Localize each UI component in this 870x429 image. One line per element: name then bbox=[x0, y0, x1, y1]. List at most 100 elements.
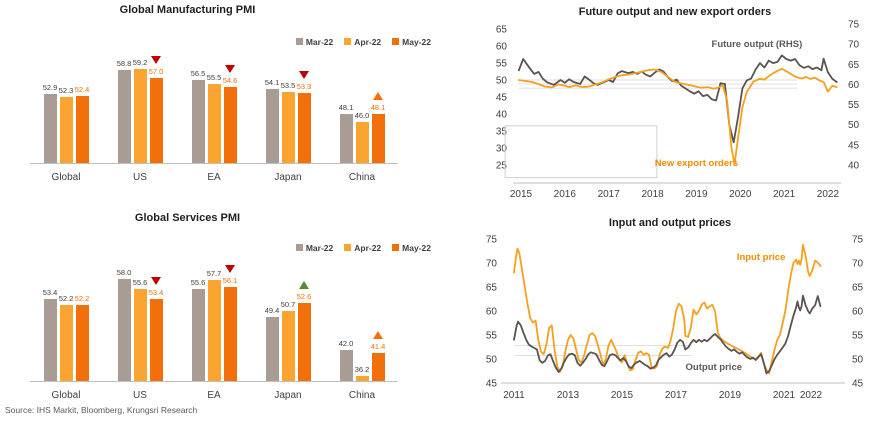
x-axis-tick-label: 2022 bbox=[800, 390, 823, 401]
left-axis-tick-label: 65 bbox=[496, 25, 508, 36]
global-manufacturing-pmi-chart: Global Manufacturing PMI Mar-22 Apr-22 May… bbox=[0, 0, 435, 200]
legend-swatch-icon bbox=[344, 244, 352, 251]
bar-us-may-22 bbox=[149, 77, 163, 163]
bar-value-label: 52.3 bbox=[58, 85, 74, 95]
bar-value-label: 52.2 bbox=[74, 293, 90, 303]
series-annotation: Output price bbox=[686, 362, 742, 373]
right-axis-tick-label: 55 bbox=[852, 331, 864, 342]
category-label: EA bbox=[207, 390, 221, 401]
left-axis-tick-label: 45 bbox=[486, 379, 498, 390]
category-label: Japan bbox=[274, 172, 302, 183]
x-axis-tick-label: 2021 bbox=[773, 390, 796, 401]
bar-value-label: 53.4 bbox=[148, 288, 164, 298]
bar-value-label: 58.0 bbox=[116, 267, 132, 277]
future-output-chart: Future output and new export orders 65 60 5… bbox=[496, 6, 860, 200]
right-axis-tick-label: 40 bbox=[848, 161, 860, 172]
right-axis-tick-label: 75 bbox=[852, 235, 864, 246]
bar-japan-mar-22 bbox=[265, 316, 279, 381]
category-label: EA bbox=[207, 172, 221, 183]
legend-label: Mar-22 bbox=[305, 243, 334, 253]
bar-value-label: 52.4 bbox=[74, 85, 90, 95]
bar-value-label: 53.3 bbox=[296, 81, 312, 91]
x-axis-tick-label: 2021 bbox=[773, 189, 796, 200]
bar-value-label: 53.5 bbox=[280, 80, 296, 90]
legend-item: Apr-22 bbox=[344, 37, 381, 47]
bar-value-label: 55.5 bbox=[206, 72, 222, 82]
x-axis-tick-label: 2022 bbox=[817, 189, 840, 200]
left-axis-tick-label: 55 bbox=[486, 331, 498, 342]
right-axis-tick-label: 60 bbox=[852, 307, 864, 318]
bar-ea-apr-22 bbox=[207, 280, 221, 381]
bar-value-label: 50.7 bbox=[280, 300, 296, 310]
series-annotation: New export orders bbox=[655, 158, 738, 169]
bar-value-label: 42.0 bbox=[338, 338, 354, 348]
chart-legend: Mar-22 Apr-22 May-22 bbox=[295, 37, 431, 47]
series-annotation: Future output (RHS) bbox=[712, 39, 803, 50]
series-line-new-export-orders bbox=[517, 67, 838, 166]
x-axis-tick-label: 2020 bbox=[729, 189, 752, 200]
legend-swatch-icon bbox=[392, 244, 400, 251]
category-label: Global bbox=[51, 172, 81, 183]
bar-japan-apr-22 bbox=[281, 311, 295, 381]
bar-value-label: 53.4 bbox=[42, 288, 58, 298]
right-axis-tick-label: 70 bbox=[852, 259, 864, 270]
x-axis-tick-label: 2016 bbox=[554, 189, 577, 200]
bar-value-label: 41.4 bbox=[370, 341, 386, 351]
bar-value-label: 52.9 bbox=[42, 83, 58, 93]
bar-us-apr-22 bbox=[133, 68, 147, 163]
right-axis-tick-label: 45 bbox=[848, 140, 860, 151]
left-axis-tick-label: 50 bbox=[486, 355, 498, 366]
bar-ea-may-22 bbox=[223, 287, 237, 381]
bar-value-label: 52.2 bbox=[58, 293, 74, 303]
bar-value-label: 57.0 bbox=[148, 66, 164, 76]
bar-japan-may-22 bbox=[297, 302, 311, 381]
category-label: China bbox=[348, 172, 376, 183]
legend-label: May-22 bbox=[402, 37, 431, 47]
chart-title: Global Manufacturing PMI bbox=[119, 4, 256, 16]
legend-label: May-22 bbox=[402, 243, 431, 253]
decrease-triangle-icon bbox=[150, 277, 161, 286]
bar-value-label: 48.1 bbox=[370, 102, 386, 112]
right-axis-tick-label: 45 bbox=[852, 379, 864, 390]
bar-global-may-22 bbox=[75, 304, 89, 381]
left-axis-tick-label: 45 bbox=[496, 93, 508, 104]
bar-china-mar-22 bbox=[339, 349, 353, 381]
legend-label: Apr-22 bbox=[354, 243, 382, 253]
global-services-pmi-chart: Global Services PMI Mar-22 Apr-22 May-22 5… bbox=[0, 200, 435, 429]
bar-value-label: 56.5 bbox=[190, 68, 206, 78]
legend-item: Mar-22 bbox=[295, 37, 334, 47]
right-axis-tick-label: 55 bbox=[848, 100, 860, 111]
increase-triangle-icon bbox=[298, 280, 309, 289]
bar-us-mar-22 bbox=[117, 70, 131, 163]
legend-label: Mar-22 bbox=[305, 37, 334, 47]
left-axis-tick-label: 30 bbox=[496, 144, 508, 155]
category-label: Global bbox=[51, 390, 81, 401]
series-annotation: Input price bbox=[737, 252, 786, 263]
right-axis-tick-label: 60 bbox=[848, 80, 860, 91]
bar-china-may-22 bbox=[371, 352, 385, 381]
bar-value-label: 52.6 bbox=[296, 291, 312, 301]
bar-global-may-22 bbox=[75, 96, 89, 163]
right-axis-tick-label: 65 bbox=[848, 60, 860, 71]
bar-value-label: 48.1 bbox=[338, 102, 354, 112]
legend-item: Apr-22 bbox=[344, 243, 381, 253]
legend-item: Mar-22 bbox=[295, 243, 334, 253]
right-axis-tick-label: 70 bbox=[848, 40, 860, 51]
bar-plot-area: 52.9 52.3 52.4 Global 58.8 59.2 57.0 US 56.5 55.5… bbox=[30, 33, 398, 183]
left-axis-tick-label: 40 bbox=[496, 110, 508, 121]
x-axis-tick-label: 2015 bbox=[611, 390, 634, 401]
bar-china-apr-22 bbox=[355, 122, 369, 163]
category-label: Japan bbox=[274, 390, 302, 401]
chart-title: Global Services PMI bbox=[134, 212, 241, 224]
decrease-triangle-icon bbox=[150, 55, 161, 64]
bar-us-apr-22 bbox=[133, 289, 147, 381]
bar-value-label: 36.2 bbox=[354, 364, 370, 374]
legend-item: May-22 bbox=[392, 37, 431, 47]
category-label: US bbox=[133, 172, 147, 183]
x-axis-tick-label: 2019 bbox=[719, 390, 742, 401]
bar-global-apr-22 bbox=[59, 96, 73, 163]
decrease-triangle-icon bbox=[298, 70, 309, 79]
decrease-triangle-icon bbox=[224, 265, 235, 274]
category-label: China bbox=[348, 390, 376, 401]
